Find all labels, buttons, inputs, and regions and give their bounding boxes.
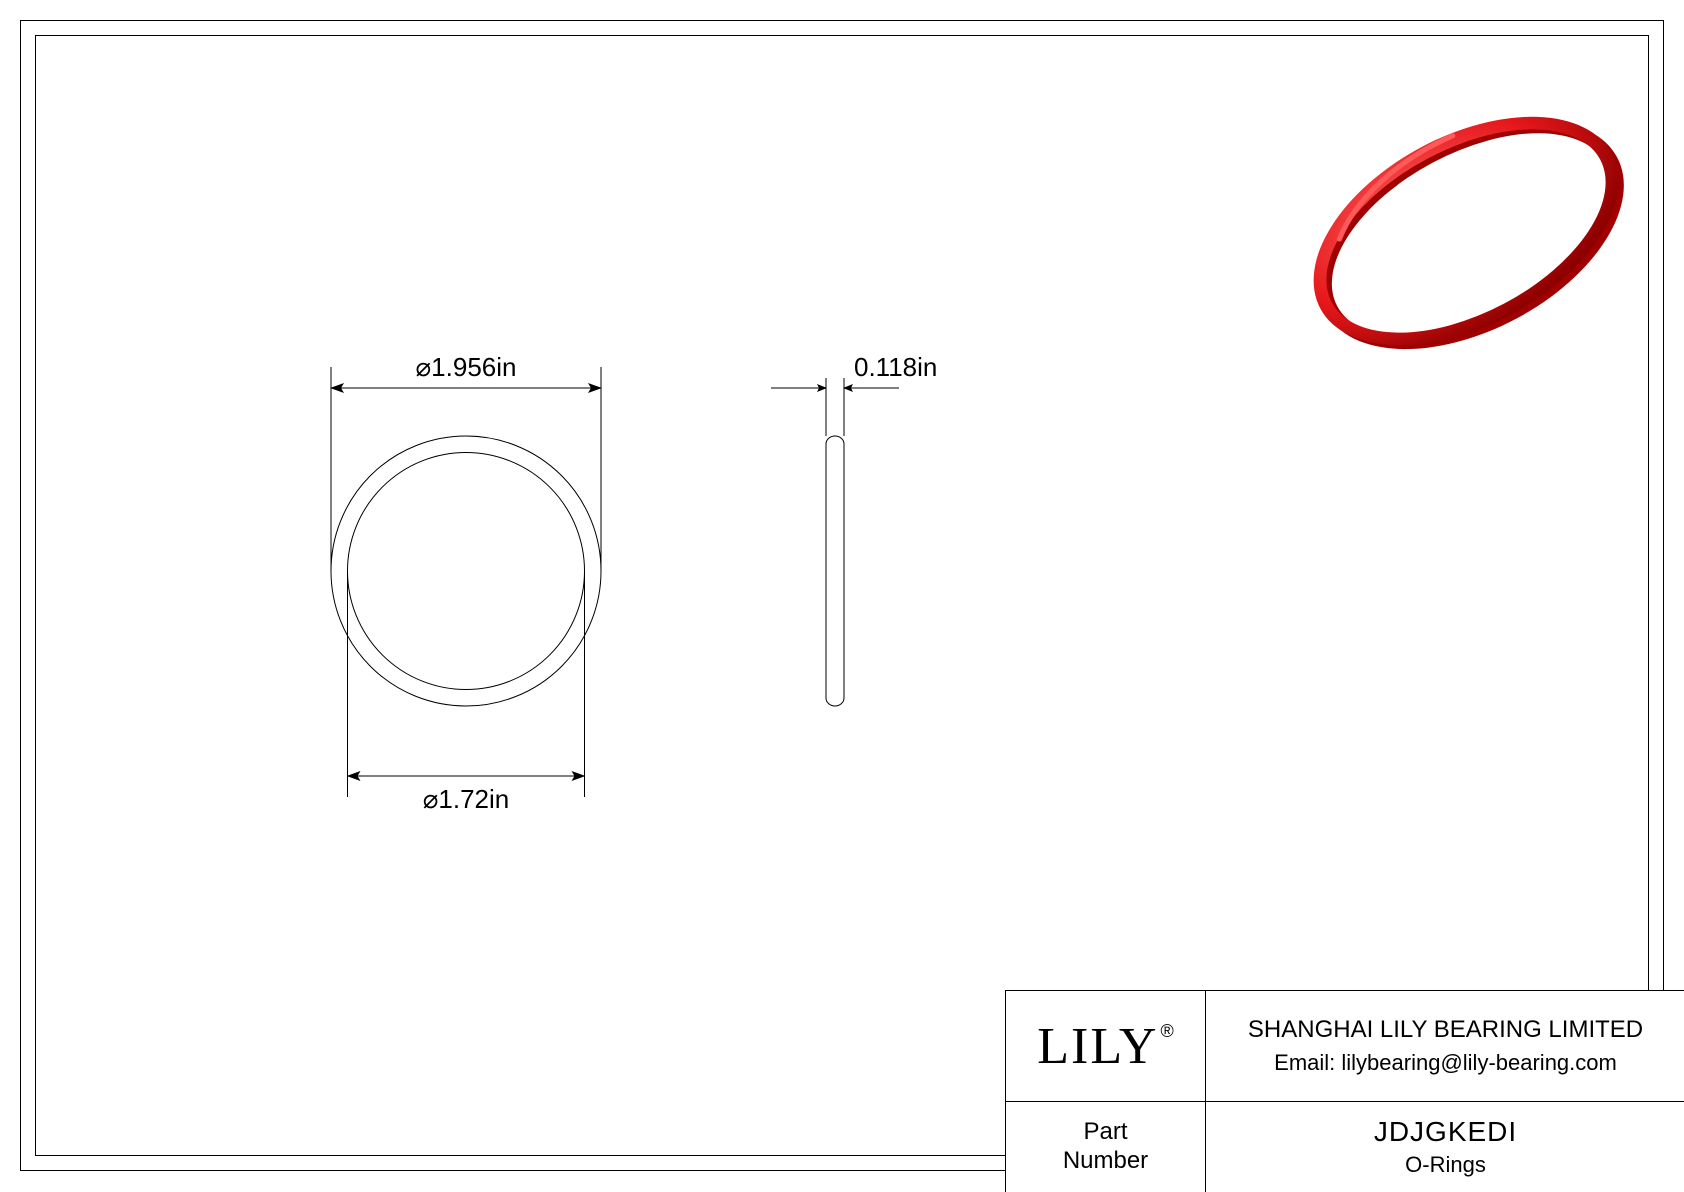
part-label-line1: Part <box>1083 1118 1127 1147</box>
logo-text: LILY® <box>1037 1017 1173 1076</box>
part-label-line2: Number <box>1063 1147 1148 1176</box>
dim-inner-diameter: ⌀1.72in <box>423 784 510 814</box>
title-block: LILY® SHANGHAI LILY BEARING LIMITED Emai… <box>1005 990 1684 1192</box>
part-number: JDJGKEDI <box>1374 1116 1517 1148</box>
title-block-row-part: Part Number JDJGKEDI O-Rings <box>1006 1102 1684 1192</box>
company-name: SHANGHAI LILY BEARING LIMITED <box>1248 1016 1643 1044</box>
part-value-cell: JDJGKEDI O-Rings <box>1206 1102 1684 1192</box>
dim-outer-diameter: ⌀1.956in <box>416 352 517 382</box>
front-view-outer-circle <box>331 436 601 706</box>
o-ring-body <box>1276 71 1657 392</box>
part-description: O-Rings <box>1405 1152 1486 1178</box>
registered-mark: ® <box>1160 1021 1175 1041</box>
part-label-cell: Part Number <box>1006 1102 1206 1192</box>
dim-thickness: 0.118in <box>854 352 937 382</box>
company-cell: SHANGHAI LILY BEARING LIMITED Email: lil… <box>1206 991 1684 1101</box>
title-block-row-company: LILY® SHANGHAI LILY BEARING LIMITED Emai… <box>1006 991 1684 1102</box>
side-view-profile <box>826 436 844 706</box>
inner-border: ⌀1.956in ⌀1.72in 0.118in LILY® SHANGHAI LI… <box>35 35 1649 1156</box>
logo-name: LILY <box>1037 1018 1158 1075</box>
front-view-inner-circle <box>348 453 585 690</box>
drawing-area: ⌀1.956in ⌀1.72in 0.118in LILY® SHANGHAI LI… <box>71 71 1684 1192</box>
logo-cell: LILY® <box>1006 991 1206 1101</box>
isometric-o-ring <box>1276 71 1662 398</box>
company-email: Email: lilybearing@lily-bearing.com <box>1274 1050 1617 1076</box>
